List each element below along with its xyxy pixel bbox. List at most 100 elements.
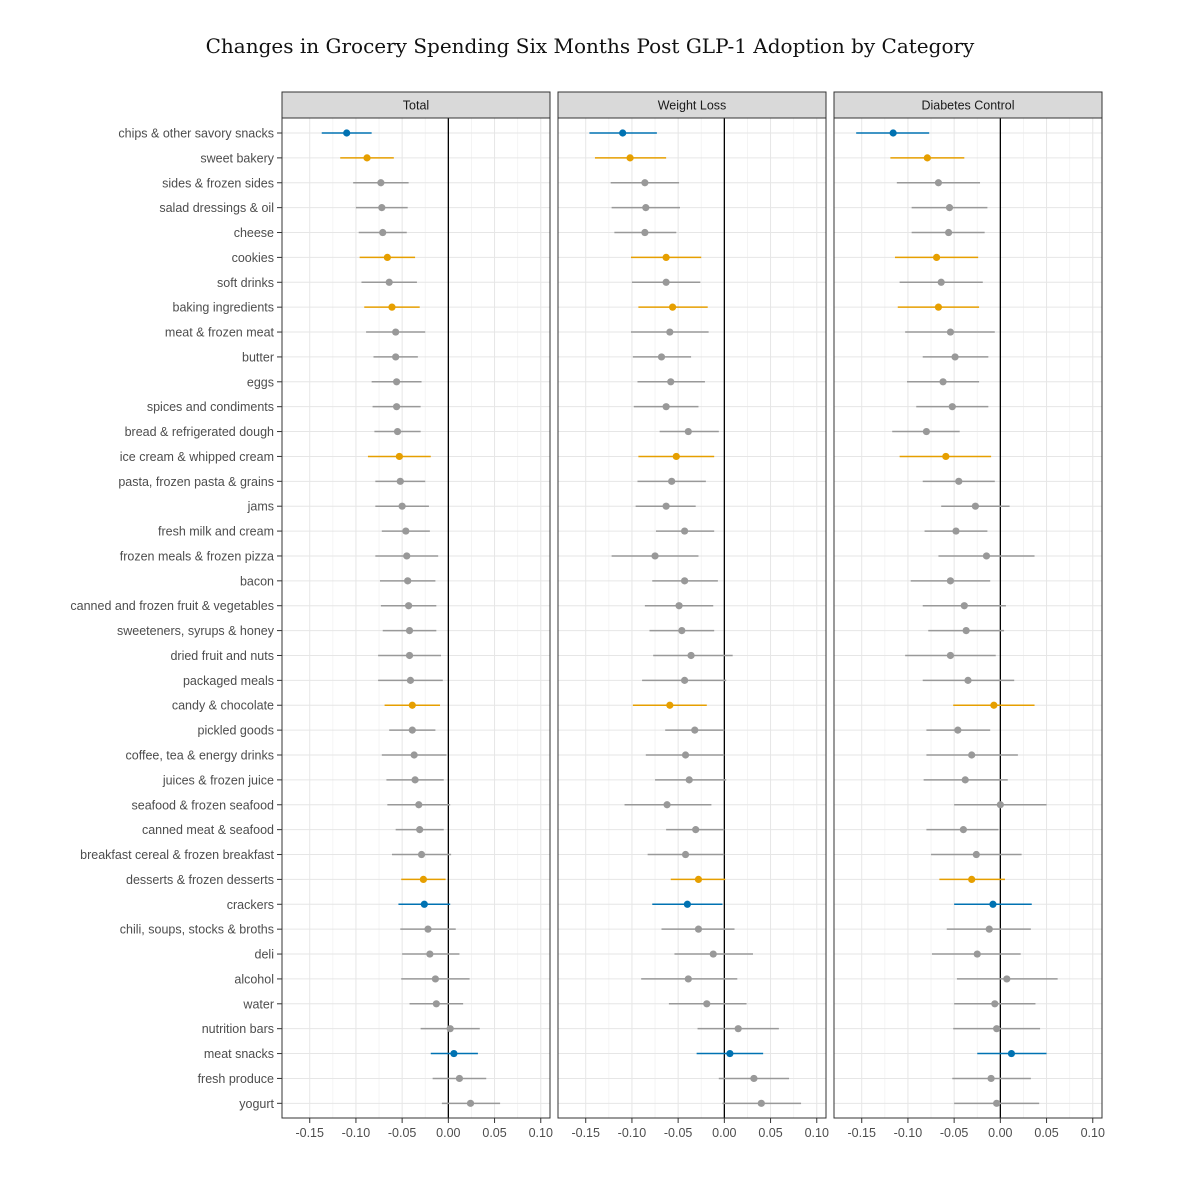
point-estimate [937, 278, 945, 286]
x-tick-label: 0.05 [482, 1126, 506, 1140]
x-tick-label: 0.10 [1081, 1126, 1105, 1140]
point-estimate [987, 1074, 995, 1083]
point-estimate [939, 378, 947, 386]
panel-background [558, 118, 826, 1118]
point-estimate [392, 403, 401, 411]
point-estimate [934, 303, 943, 311]
point-estimate [455, 1074, 464, 1083]
point-estimate [405, 627, 414, 635]
point-estimate [657, 353, 666, 361]
category-label: bread & refrigerated dough [125, 425, 274, 439]
point-estimate [972, 850, 980, 859]
point-estimate [948, 403, 956, 411]
point-estimate [378, 204, 386, 212]
x-tick-label: 0.10 [529, 1126, 553, 1140]
point-estimate [681, 850, 690, 859]
point-estimate [709, 950, 717, 958]
point-estimate [672, 452, 680, 461]
point-estimate [675, 602, 683, 610]
category-label: cookies [232, 251, 274, 265]
panel-diabetes-control: Diabetes Control -0.15 -0.10 -0.05 0.00 0.05 0… [833, 91, 1105, 1140]
point-estimate [684, 427, 692, 436]
point-estimate [952, 527, 960, 535]
category-label: pickled goods [198, 724, 274, 738]
category-label: coffee, tea & energy drinks [126, 749, 274, 763]
point-estimate [1003, 975, 1011, 983]
category-label: fresh produce [198, 1072, 274, 1086]
category-label: canned and frozen fruit & vegetables [70, 599, 274, 613]
category-label: packaged meals [183, 674, 274, 688]
point-estimate [642, 204, 650, 212]
point-estimate [666, 701, 674, 709]
point-estimate [363, 154, 371, 162]
point-estimate [343, 129, 351, 137]
x-tick-label: 0.00 [436, 1126, 460, 1140]
category-label: chili, soups, stocks & broths [120, 923, 274, 937]
point-estimate [961, 776, 969, 784]
category-label: eggs [247, 375, 274, 389]
point-estimate [991, 1000, 999, 1008]
panel-background [834, 118, 1102, 1118]
point-estimate [392, 328, 400, 336]
point-estimate [993, 1025, 1001, 1033]
point-estimate [619, 129, 627, 137]
point-estimate [385, 278, 393, 286]
point-estimate [959, 826, 967, 834]
point-estimate [934, 179, 943, 187]
point-estimate [405, 602, 413, 610]
category-label: yogurt [239, 1097, 274, 1111]
x-tick-label: -0.10 [618, 1126, 647, 1140]
point-estimate [651, 552, 659, 560]
point-estimate [681, 676, 689, 684]
panel-strip [281, 91, 551, 119]
point-estimate [968, 751, 976, 759]
point-estimate [889, 129, 897, 137]
point-estimate [944, 228, 953, 237]
category-label: sides & frozen sides [162, 176, 274, 190]
x-tick-label: -0.10 [342, 1126, 371, 1140]
x-tick-label: -0.15 [571, 1126, 600, 1140]
point-estimate [694, 925, 703, 933]
panel-border [281, 117, 551, 1119]
category-label: desserts & frozen desserts [126, 873, 274, 887]
point-estimate [946, 651, 955, 660]
x-tick-label: -0.15 [295, 1126, 324, 1140]
point-estimate [426, 950, 434, 958]
point-estimate [955, 477, 963, 485]
point-estimate [668, 303, 677, 311]
point-estimate [964, 676, 972, 684]
point-estimate [973, 950, 981, 958]
point-estimate [404, 577, 412, 585]
point-estimate [411, 776, 419, 784]
point-estimate [405, 651, 414, 660]
x-tick-label: 0.05 [1034, 1126, 1058, 1140]
point-estimate [392, 378, 401, 386]
point-estimate [408, 726, 416, 734]
category-label: cheese [234, 226, 274, 240]
point-estimate [681, 577, 689, 585]
panel-strip-label: Total [403, 99, 429, 113]
panel-strip [557, 91, 827, 119]
point-estimate [392, 353, 400, 361]
point-estimate [419, 875, 427, 884]
point-estimate [410, 751, 418, 759]
category-label: seafood & frozen seafood [132, 798, 275, 812]
x-tick-label: -0.15 [847, 1126, 876, 1140]
point-estimate [416, 826, 424, 834]
point-estimate [641, 228, 649, 237]
point-estimate [960, 602, 968, 610]
category-label: pasta, frozen pasta & grains [118, 475, 274, 489]
category-label: sweet bakery [200, 151, 274, 165]
point-estimate [694, 875, 703, 884]
point-estimate [662, 403, 670, 411]
point-estimate [431, 975, 440, 983]
category-label: salad dressings & oil [159, 201, 274, 215]
category-label: water [242, 997, 274, 1011]
point-estimate [398, 502, 406, 510]
x-tick-label: -0.05 [664, 1126, 693, 1140]
category-label: candy & chocolate [172, 699, 274, 713]
x-tick-label: 0.00 [712, 1126, 736, 1140]
category-label: dried fruit and nuts [170, 649, 274, 663]
point-estimate [993, 1099, 1001, 1107]
